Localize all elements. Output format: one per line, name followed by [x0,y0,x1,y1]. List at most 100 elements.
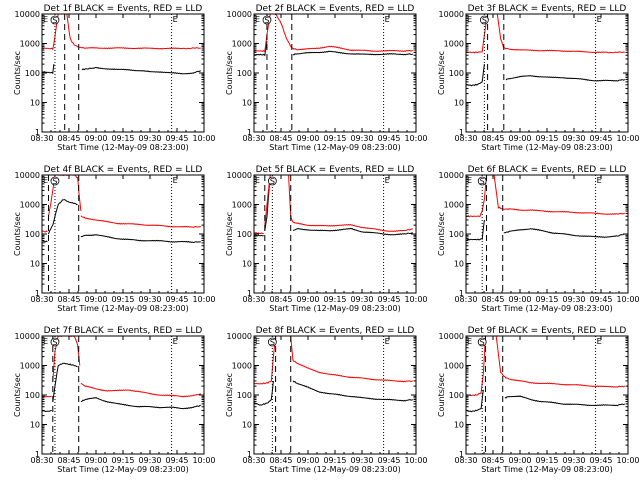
marker-label-s: S [480,338,485,347]
events-series-line [292,380,413,402]
marker-label-s: S [52,177,57,186]
x-tick-label: 10:00 [404,456,427,465]
x-axis-label: Start Time (12-May-09 08:23:00) [269,143,400,152]
plot-area [42,336,201,413]
x-axis-label: Start Time (12-May-09 08:23:00) [57,143,188,152]
events-series-line [292,50,414,56]
y-tick-label: 1 [35,450,40,459]
y-axis-label: Counts/sec [13,51,22,95]
marker-label-e-start: E [467,337,472,346]
panel-title: Det 6f BLACK = Events, RED = LLD [468,165,627,175]
marker-label-e-start: E [43,337,48,346]
events-series-line [466,64,485,87]
lld-series-line [254,232,264,235]
events-series-line [81,66,201,75]
y-tick-label: 100 [449,230,464,239]
lld-series-line [493,175,625,215]
x-tick-label: 09:30 [350,295,373,304]
panel-title: Det 4f BLACK = Events, RED = LLD [44,165,203,175]
lld-series-line [496,14,625,54]
marker-label-e-end: E [173,176,178,185]
y-tick-label: 100 [25,230,40,239]
plot-area [254,14,414,57]
y-tick-label: 10000 [439,171,464,180]
x-tick-label: 09:15 [323,295,346,304]
lld-series-line [42,14,59,51]
marker-label-e-start: E [255,176,260,185]
x-tick-label: 09:00 [508,456,531,465]
x-tick-label: 09:15 [535,295,558,304]
plot-area [42,14,201,75]
x-axis-label: Start Time (12-May-09 08:23:00) [481,304,612,313]
marker-s-circle [50,337,60,347]
x-tick-label: 09:00 [84,456,107,465]
x-tick-label: 09:15 [323,456,346,465]
x-tick-label: 08:45 [57,134,80,143]
panel-title: Det 8f BLACK = Events, RED = LLD [256,326,415,336]
y-tick-label: 10 [242,421,252,430]
x-tick-label: 08:30 [242,295,265,304]
marker-label-e-end: E [173,337,178,346]
plot-area [466,175,625,242]
y-tick-label: 1000 [232,362,252,371]
x-axis-label: Start Time (12-May-09 08:23:00) [269,465,400,474]
marker-s-circle [262,15,272,25]
y-axis-label: Counts/sec [225,212,234,256]
events-series-line [504,395,626,407]
y-axis-label: Counts/sec [13,212,22,256]
marker-s-circle [477,337,487,347]
plot-frame [41,174,205,294]
y-tick-label: 10 [30,421,40,430]
marker-label-e-start: E [467,176,472,185]
y-tick-label: 1000 [20,362,40,371]
x-tick-label: 09:00 [508,295,531,304]
plot-frame [253,335,417,455]
lld-series-line [466,14,489,54]
plot-frame [253,174,417,294]
y-tick-label: 1 [247,128,252,137]
events-series-line [42,64,55,75]
marker-label-e-end: E [385,337,390,346]
events-series-line [52,362,78,402]
events-series-line [80,397,201,410]
x-tick-label: 08:45 [57,456,80,465]
events-series-line [505,75,626,82]
y-tick-label: 100 [237,391,252,400]
marker-s-circle [477,176,487,186]
y-tick-label: 10000 [227,332,252,341]
x-tick-label: 08:30 [242,456,265,465]
x-tick-label: 10:00 [616,134,639,143]
y-tick-label: 100 [25,69,40,78]
plot-frame [253,13,417,133]
x-tick-label: 09:45 [377,295,400,304]
y-tick-label: 10000 [15,171,40,180]
y-tick-label: 10 [454,260,464,269]
y-tick-label: 1 [247,450,252,459]
x-tick-label: 10:00 [192,456,215,465]
x-tick-label: 09:00 [296,134,319,143]
y-tick-label: 100 [237,230,252,239]
lld-series-line [80,382,201,398]
y-tick-label: 1000 [232,40,252,49]
y-tick-label: 1000 [20,201,40,210]
y-tick-label: 10000 [439,10,464,19]
plot-frame [41,335,205,455]
x-tick-label: 08:45 [269,456,292,465]
lld-series-line [466,175,487,218]
panel-title: Det 9f BLACK = Events, RED = LLD [468,326,627,336]
panel-title: Det 1f BLACK = Events, RED = LLD [44,4,203,14]
x-tick-label: 09:45 [589,456,612,465]
y-tick-label: 1000 [444,201,464,210]
events-series-line [48,199,78,235]
events-series-line [503,228,625,238]
y-tick-label: 1000 [444,362,464,371]
panel-title: Det 2f BLACK = Events, RED = LLD [256,4,415,14]
marker-label-e-end: E [597,176,602,185]
plot-area [42,175,201,243]
lld-series-line [42,230,48,233]
x-tick-label: 09:15 [111,456,134,465]
